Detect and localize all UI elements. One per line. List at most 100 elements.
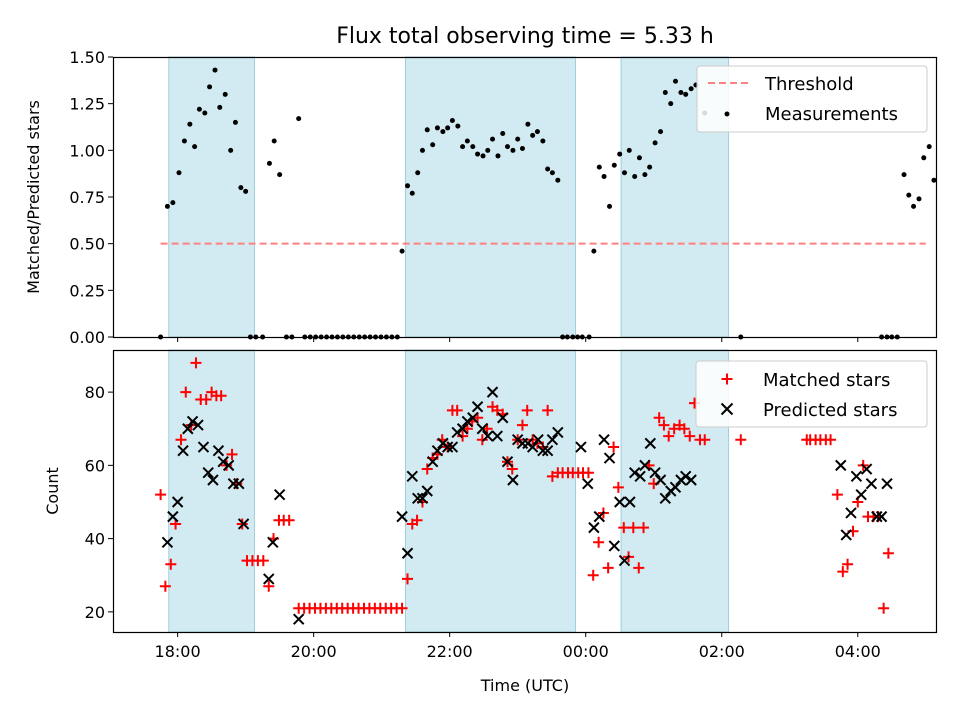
measurement-point [658,129,664,135]
y-tick-label: 80 [85,383,105,402]
matched-star-point [878,602,890,614]
matched-star-point [699,434,711,446]
predicted-star-point [875,510,888,523]
top-y-axis-label: Matched/Predicted stars [24,100,43,294]
x-tick-label: 22:00 [427,642,473,661]
matched-star-point [421,463,433,475]
measurement-point [207,84,213,90]
measurement-point [549,170,555,176]
predicted-star-point [871,510,883,523]
predicted-star-point [532,434,544,446]
predicted-star-point [546,434,559,446]
matched-star-point [638,522,650,534]
measurement-point [238,185,244,191]
matched-star-point [608,441,620,453]
top-chart-title: Flux total observing time = 5.33 h [336,24,714,49]
measurement-point [176,170,182,176]
predicted-star-point [476,423,489,435]
predicted-star-point [840,529,852,541]
matched-star-point [542,404,554,416]
bottom-legend-box [695,360,928,428]
measurement-point [596,164,602,170]
measurement-point [228,147,234,153]
predicted-star-point [192,419,204,431]
measurement-point [434,125,440,131]
measurement-point [500,131,506,137]
predicted-star-point [446,441,459,453]
measurement-point [164,203,170,209]
matched-star-point [180,386,192,398]
predicted-star-point [860,463,873,475]
measurement-point [647,164,653,170]
bottom-axis-ticks: 20 40 60 80 18:00 20:00 22:00 00:00 02:00 04:00 [85,383,881,661]
matched-star-point [612,481,624,493]
predicted-star-point [406,470,418,483]
matched-star-point [658,419,670,431]
measurement-point [196,106,202,112]
legend-measurements-swatch [724,111,730,117]
matched-star-point [587,569,599,581]
predicted-star-point [497,412,509,424]
predicted-star-point [222,459,235,472]
predicted-star-point [467,412,479,424]
legend-threshold-label: Threshold [764,74,854,95]
matched-star-point [451,404,463,416]
measurement-point [187,121,193,127]
predicted-star-point [598,434,610,446]
matched-star-point [521,404,533,416]
matched-star-point [215,390,227,402]
measurement-point [515,136,521,142]
measurement-point [510,147,516,153]
measurement-point [926,144,932,150]
predicted-star-point [855,488,867,501]
measurement-point [449,117,455,123]
x-tick-label: 02:00 [699,642,745,661]
predicted-star-point [207,474,219,486]
x-tick-label: 04:00 [835,642,881,661]
predicted-star-point [582,477,594,490]
top-axis-ticks: 0.00 0.25 0.50 0.75 1.00 1.25 1.50 [69,48,859,347]
predicted-star-point [537,445,549,457]
measurement-point [911,203,917,209]
top-shaded-regions [168,56,730,338]
predicted-star-point [171,496,184,508]
bottom-data-marks [155,357,894,625]
measurement-point [545,166,551,172]
matched-star-point [653,412,665,424]
predicted-star-point [421,485,433,497]
matched-star-point [663,430,675,442]
shaded-observing-window [404,349,577,633]
measurement-point [181,138,187,144]
measurement-point [399,248,405,254]
legend-predicted-label: Predicted stars [763,400,897,421]
predicted-star-point [412,492,424,505]
y-tick-label: 0.25 [69,281,105,300]
measurement-point [222,91,228,97]
legend-measurements-label: Measurements [765,104,898,125]
measurement-point [480,153,486,159]
matched-star-point [678,423,690,435]
measurement-point [475,151,481,157]
shaded-observing-window [404,56,577,338]
measurement-point [470,144,476,150]
predicted-star-point [634,470,646,483]
matched-star-point [882,547,894,559]
shaded-observing-window [168,56,255,338]
measurement-point [906,192,912,198]
x-tick-label: 20:00 [291,642,337,661]
predicted-star-point [461,415,474,428]
predicted-star-point [624,496,636,508]
matched-star-point [411,514,423,526]
predicted-star-point [177,445,189,457]
top-data-marks [158,67,937,340]
predicted-star-point [835,459,847,472]
predicted-star-point [608,540,620,552]
x-tick-label: 00:00 [563,642,609,661]
matched-star-point [283,514,295,526]
measurement-point [519,145,525,151]
measurement-point [668,101,674,107]
predicted-star-point [451,426,463,439]
measurement-point [232,119,238,125]
measurement-point [485,147,491,153]
y-tick-label: 40 [85,530,105,549]
